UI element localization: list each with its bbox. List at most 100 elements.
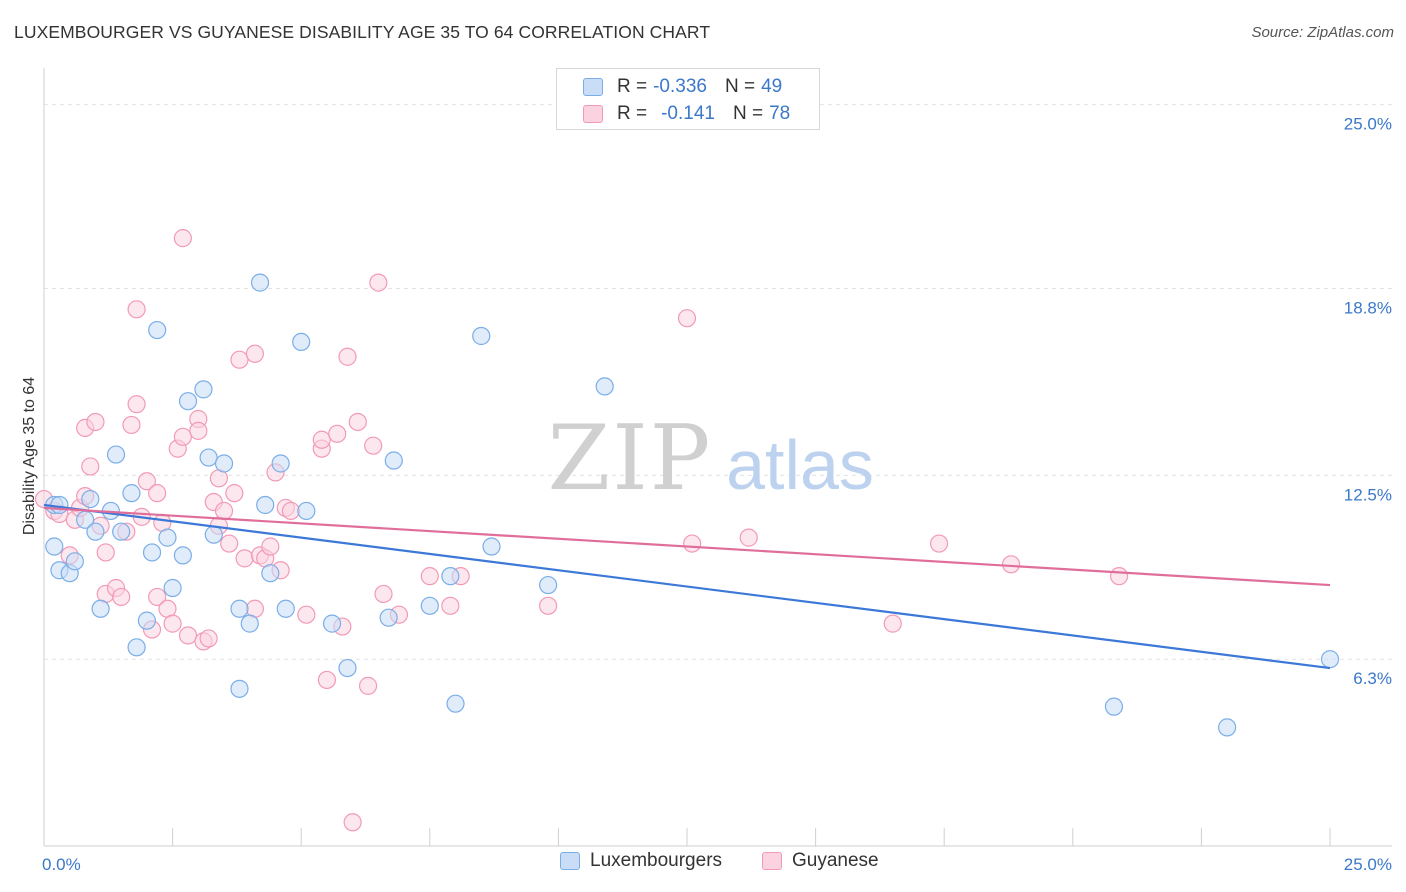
x-tick-label: 25.0% [1344,855,1392,874]
point-luxembourgers [214,454,234,473]
point-luxembourgers [1104,697,1124,716]
point-luxembourgers [163,578,182,598]
point-luxembourgers [142,543,162,562]
point-luxembourgers [446,694,465,713]
correlation-legend: R = -0.336 N = 49 R = -0.141 N = 78 [556,68,820,130]
legend-n-value: 78 [769,103,791,124]
y-tick-label: 6.3% [1353,669,1392,688]
point-luxembourgers [45,537,64,556]
y-tick-label: 18.8% [1344,299,1392,318]
point-guyanese [374,584,393,604]
point-luxembourgers [297,501,316,521]
point-luxembourgers [106,445,126,464]
series-swatch-luxembourgers [560,852,580,870]
point-luxembourgers [65,552,84,571]
point-luxembourgers [91,599,110,618]
point-guyanese [127,395,146,414]
point-luxembourgers [204,525,223,544]
point-guyanese [178,626,198,645]
point-guyanese [261,537,280,556]
point-luxembourgers [384,451,403,470]
series-legend-luxembourgers: Luxembourgers [560,850,722,872]
point-guyanese [677,309,697,328]
x-tick-label: 0.0% [42,855,81,874]
point-guyanese [338,347,357,366]
legend-r-label: R = [617,103,648,124]
point-guyanese [235,549,254,568]
data-points [34,229,1340,832]
series-legend-guyanese: Guyanese [762,850,879,872]
legend-r-value: -0.141 [661,103,715,124]
point-luxembourgers [137,611,156,630]
point-luxembourgers [261,564,280,583]
point-luxembourgers [539,575,558,595]
point-luxembourgers [256,495,275,515]
point-guyanese [173,229,192,248]
point-guyanese [539,596,558,615]
x-tick-labels: 0.0% 25.0% [42,855,1392,874]
point-luxembourgers [482,537,501,556]
point-luxembourgers [420,596,439,615]
legend-swatch-luxembourgers [583,78,603,96]
point-guyanese [112,587,131,607]
point-luxembourgers [173,546,192,565]
watermark: ZIP atlas [548,406,874,511]
point-luxembourgers [271,454,290,473]
series-swatch-guyanese [762,852,782,870]
legend-r-value: -0.336 [653,76,707,97]
point-guyanese [81,457,100,476]
point-guyanese [929,534,949,553]
trend-line-guyanese [43,506,1331,587]
point-luxembourgers [292,332,311,352]
legend-n-value: 49 [761,76,783,97]
point-guyanese [317,670,337,690]
y-tick-label: 25.0% [1344,115,1392,134]
point-guyanese [199,629,218,648]
point-guyanese [173,427,192,446]
point-guyanese [86,412,105,432]
point-luxembourgers [230,599,249,618]
point-guyanese [148,587,167,607]
point-luxembourgers [322,614,342,633]
point-guyanese [122,415,141,435]
trend-lines [43,503,1331,670]
point-luxembourgers [276,599,295,618]
point-luxembourgers [472,326,491,346]
series-label-luxembourgers: Luxembourgers [590,850,723,871]
point-luxembourgers [158,528,177,547]
series-label-guyanese: Guyanese [792,850,879,871]
point-luxembourgers [127,638,146,657]
point-guyanese [1109,567,1129,586]
point-guyanese [358,676,378,695]
legend-row-luxembourgers: R = -0.336 N = 49 [583,75,782,99]
point-guyanese [883,614,902,633]
point-luxembourgers [50,495,69,515]
point-guyanese [225,484,244,503]
point-guyanese [441,596,460,615]
point-guyanese [245,344,265,363]
point-guyanese [297,605,316,624]
legend-r-label: R = [617,76,648,97]
point-guyanese [1001,555,1021,574]
point-luxembourgers [81,489,100,509]
point-luxembourgers [194,380,213,399]
point-guyanese [343,813,362,832]
chart-title: LUXEMBOURGER VS GUYANESE DISABILITY AGE … [14,22,711,42]
point-luxembourgers [122,484,141,503]
point-luxembourgers [199,448,218,467]
point-guyanese [312,430,331,449]
point-luxembourgers [379,608,398,627]
trend-line-luxembourgers [43,503,1331,670]
y-tick-label: 12.5% [1344,485,1392,504]
point-guyanese [328,424,347,443]
point-luxembourgers [338,658,357,678]
point-guyanese [230,350,249,369]
point-luxembourgers [595,377,614,396]
point-guyanese [739,528,758,547]
legend-swatch-guyanese [583,105,603,123]
point-guyanese [189,421,208,440]
point-guyanese [420,567,439,586]
point-guyanese [96,543,115,562]
y-tick-labels: 6.3% 12.5% 18.8% 25.0% [1344,115,1392,689]
point-luxembourgers [240,614,259,633]
